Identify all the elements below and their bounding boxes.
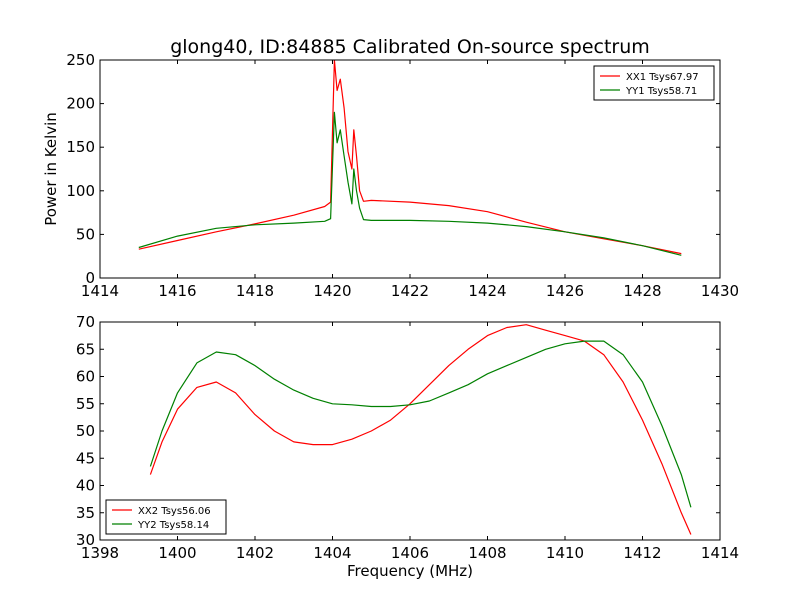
x-tick-label: 1408	[468, 544, 506, 562]
x-tick-label: 1428	[623, 282, 661, 300]
legend-entry: XX1 Tsys67.97	[626, 72, 699, 83]
y-tick-label: 60	[76, 368, 95, 386]
x-axis-label: Frequency (MHz)	[347, 562, 473, 580]
x-tick-label: 1420	[313, 282, 351, 300]
x-tick-label: 1430	[701, 282, 739, 300]
series-line-2	[149, 340, 692, 508]
figure-title: glong40, ID:84885 Calibrated On-source s…	[170, 36, 650, 58]
y-tick-label: 250	[66, 51, 95, 69]
y-tick-label: 70	[76, 313, 95, 331]
y-tick-label: 0	[85, 269, 95, 287]
legend-box	[105, 499, 227, 535]
legend-entry: YY2 Tsys58.14	[137, 520, 209, 531]
y-tick-label: 65	[76, 340, 95, 358]
x-tick-label: 1412	[623, 544, 661, 562]
series-line-2	[138, 111, 682, 256]
y-tick-label: 55	[76, 395, 95, 413]
y-tick-label: 100	[66, 182, 95, 200]
y-axis-label: Power in Kelvin	[42, 112, 60, 226]
y-tick-label: 45	[76, 449, 95, 467]
y-tick-label: 150	[66, 138, 95, 156]
x-tick-label: 1414	[701, 544, 739, 562]
x-tick-label: 1424	[468, 282, 506, 300]
x-tick-label: 1406	[391, 544, 429, 562]
x-tick-label: 1400	[158, 544, 196, 562]
y-tick-label: 50	[76, 225, 95, 243]
y-tick-label: 30	[76, 531, 95, 549]
x-tick-label: 1410	[546, 544, 584, 562]
y-tick-label: 50	[76, 422, 95, 440]
legend: XX1 Tsys67.97 YY1 Tsys58.71	[593, 65, 715, 101]
bottom-panel: 1398 1400 1402 1404 1406 1408 1410 1412 1414 30 35…	[76, 313, 739, 580]
x-tick-label: 1416	[158, 282, 196, 300]
y-tick-label: 35	[76, 504, 95, 522]
top-panel: 1414 1416 1418 1420 1422 1424 1426 1428 1430 0 50 1…	[42, 51, 739, 300]
x-tick-label: 1414	[81, 282, 119, 300]
legend-entry: XX2 Tsys56.06	[138, 506, 211, 517]
x-tick-label: 1404	[313, 544, 351, 562]
y-tick-label: 200	[66, 95, 95, 113]
series-line-1	[149, 324, 692, 535]
legend-entry: YY1 Tsys58.71	[625, 86, 697, 97]
x-tick-label: 1426	[546, 282, 584, 300]
legend: XX2 Tsys56.06 YY2 Tsys58.14	[105, 499, 227, 535]
y-tick-label: 40	[76, 477, 95, 495]
x-tick-label: 1402	[236, 544, 274, 562]
x-tick-label: 1418	[236, 282, 274, 300]
x-tick-label: 1398	[81, 544, 119, 562]
legend-box	[593, 65, 715, 101]
x-tick-label: 1422	[391, 282, 429, 300]
series-line-1	[138, 60, 682, 255]
